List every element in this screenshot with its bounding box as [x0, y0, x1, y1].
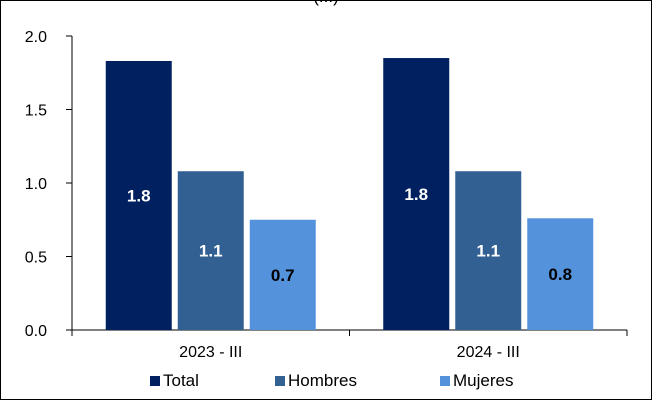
- bar: [455, 171, 522, 330]
- bar: [177, 171, 244, 330]
- legend-swatch: [275, 376, 285, 386]
- bar-data-label: 0.7: [271, 266, 295, 285]
- y-tick-label: 2.0: [25, 29, 47, 46]
- legend-label: Total: [163, 371, 199, 390]
- bar: [383, 58, 450, 331]
- legend-label: Hombres: [288, 371, 357, 390]
- y-tick-label: 0.0: [25, 323, 47, 340]
- chart-title: (...): [313, 0, 339, 6]
- legend-swatch: [150, 376, 160, 386]
- y-tick-label: 0.5: [25, 250, 47, 267]
- bar-data-label: 0.8: [548, 265, 572, 284]
- y-tick-label: 1.0: [25, 176, 47, 193]
- x-tick-label: 2023 - III: [179, 344, 242, 361]
- legend-swatch: [440, 376, 450, 386]
- bar-data-label: 1.1: [199, 242, 223, 261]
- x-tick-label: 2024 - III: [457, 344, 520, 361]
- legend: Total Hombres Mujeres: [150, 371, 513, 390]
- bar: [249, 219, 316, 330]
- bar: [105, 60, 172, 331]
- y-tick-label: 1.5: [25, 103, 47, 120]
- bar: [527, 218, 594, 330]
- bar-data-label: 1.8: [127, 186, 151, 205]
- legend-label: Mujeres: [453, 371, 513, 390]
- plot-area: 0.0 0.5 1.0 1.5 2.0 1.8 1.1 0.7 2023 - III 1.8 1.1…: [25, 29, 628, 361]
- bar-data-label: 1.8: [404, 185, 428, 204]
- bar-data-label: 1.1: [476, 242, 500, 261]
